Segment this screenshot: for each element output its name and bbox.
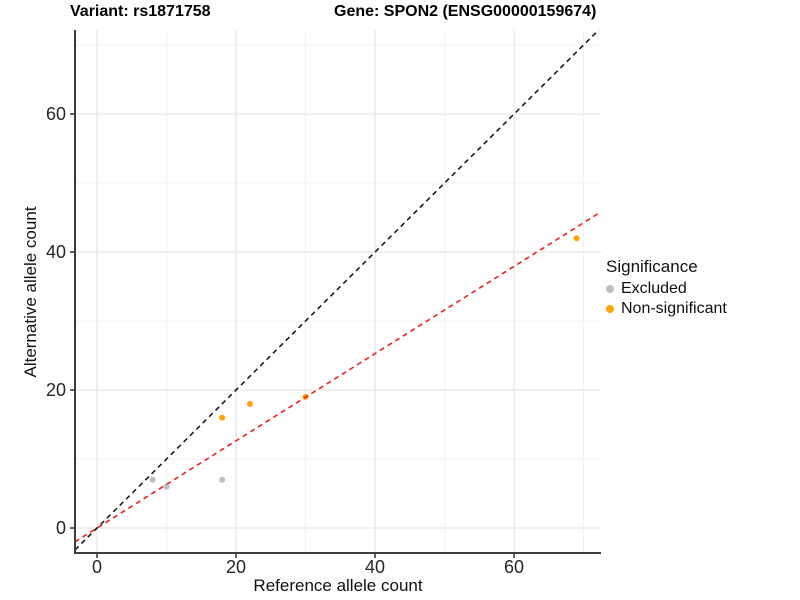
legend-title: Significance <box>606 257 698 276</box>
reference-lines <box>75 30 601 551</box>
tick-marks <box>70 113 515 558</box>
x-tick-label: 40 <box>365 557 385 577</box>
plot-title-gene: Gene: SPON2 (ENSG00000159674) <box>334 3 597 20</box>
data-point-excluded <box>149 476 156 483</box>
legend-item-label: Non-significant <box>621 300 727 317</box>
data-point-excluded <box>163 483 170 490</box>
data-point-non-significant <box>573 235 580 242</box>
x-tick-label: 0 <box>92 557 102 577</box>
x-tick-label: 20 <box>226 557 246 577</box>
data-point-excluded <box>219 476 226 483</box>
x-tick-label: 60 <box>504 557 524 577</box>
y-axis-title: Alternative allele count <box>21 206 40 378</box>
identity-line <box>75 30 600 551</box>
legend-item-non-significant: Non-significant <box>606 299 727 319</box>
data-points <box>149 235 580 490</box>
excluded-dot-icon <box>606 285 614 293</box>
data-point-non-significant <box>219 414 226 421</box>
legend-item-excluded: Excluded <box>606 279 727 299</box>
y-tick-label: 20 <box>46 380 66 400</box>
non-significant-dot-icon <box>606 305 614 313</box>
legend: Significance Excluded Non-significant <box>606 257 727 319</box>
legend-item-label: Excluded <box>621 280 687 297</box>
y-tick-label: 40 <box>46 242 66 262</box>
x-axis-title: Reference allele count <box>253 576 423 595</box>
regression-line <box>75 211 601 543</box>
y-tick-label: 60 <box>46 104 66 124</box>
minor-gridlines <box>75 30 601 553</box>
tick-labels: 0 20 40 60 0 20 40 60 <box>46 104 524 577</box>
y-tick-label: 0 <box>56 518 66 538</box>
axis-lines <box>74 30 601 554</box>
major-gridlines <box>75 30 601 553</box>
data-point-non-significant <box>246 400 253 407</box>
plot-title-variant: Variant: rs1871758 <box>70 3 211 20</box>
